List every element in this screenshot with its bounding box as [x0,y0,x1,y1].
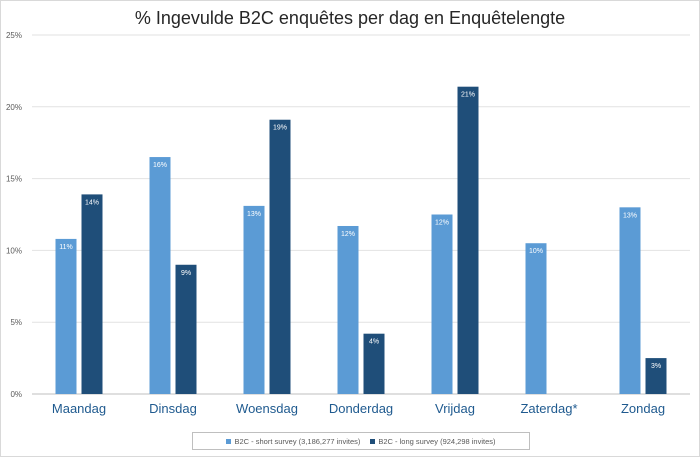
legend-label-long-survey: B2C - long survey (924,298 invites) [378,436,496,446]
bar [269,119,291,394]
bar [243,205,265,394]
data-label: 16% [153,162,167,169]
legend-swatch-long-survey [370,438,376,444]
x-category-label: Woensdag [236,401,298,416]
data-label: 9% [181,270,191,277]
data-label: 4% [369,339,379,346]
bar [431,214,453,394]
data-label: 11% [59,244,73,251]
bar [175,264,197,394]
y-tick-label: 20% [6,103,22,112]
bar [525,243,547,394]
bar [645,358,667,394]
bar [363,333,385,394]
bar [149,157,171,394]
y-tick-label: 25% [6,31,22,40]
legend-swatch-short-survey [226,438,232,444]
data-label: 10% [529,248,543,255]
data-label: 14% [85,199,99,206]
x-category-label: Maandag [52,401,106,416]
bar [55,238,77,394]
chart-legend: B2C - short survey (3,186,277 invites) B… [192,432,530,450]
bar [457,86,479,395]
data-label: 13% [247,211,261,218]
x-category-label: Zondag [621,401,665,416]
legend-label-short-survey: B2C - short survey (3,186,277 invites) [234,436,361,446]
x-category-label: Vrijdag [435,401,475,416]
data-label: 12% [341,231,355,238]
chart-title: % Ingevulde B2C enquêtes per dag en Enqu… [134,8,566,28]
x-category-label: Dinsdag [149,401,197,416]
x-category-label: Zaterdag* [520,401,577,416]
legend-item-long-survey: B2C - long survey (924,298 invites) [370,436,496,446]
data-label: 19% [273,125,287,132]
bar [619,207,641,394]
data-label: 3% [651,363,661,370]
y-tick-label: 0% [10,390,22,399]
y-tick-label: 5% [10,318,22,327]
y-tick-label: 15% [6,175,22,184]
legend-item-short-survey: B2C - short survey (3,186,277 invites) [226,437,360,446]
y-tick-label: 10% [6,246,22,255]
x-category-label: Donderdag [329,401,393,416]
bar [337,225,359,394]
bar [81,194,103,394]
data-label: 21% [461,92,475,99]
data-label: 13% [623,212,637,219]
data-label: 12% [435,220,449,227]
